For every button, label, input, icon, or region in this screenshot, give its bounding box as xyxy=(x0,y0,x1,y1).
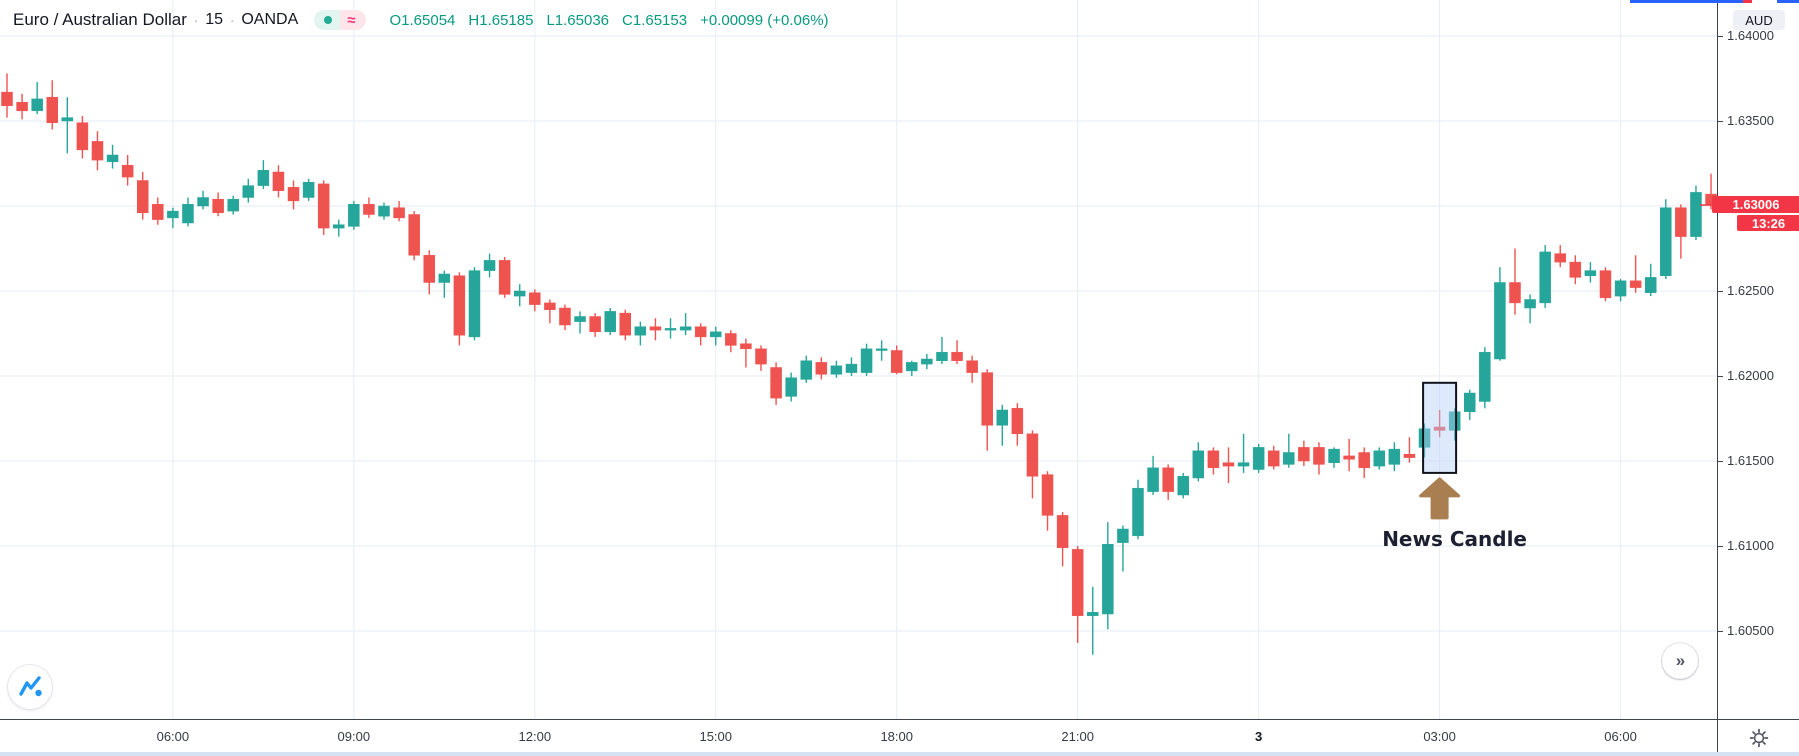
price-tick-mark xyxy=(1718,290,1723,292)
bottom-edge-strip xyxy=(0,752,1799,756)
price-tick-label: 1.62500 xyxy=(1727,283,1774,298)
price-tick-mark xyxy=(1718,630,1723,632)
time-tick-label: 15:00 xyxy=(699,729,733,744)
change-value: +0.00099 (+0.06%) xyxy=(700,11,829,29)
ohlc-readout: O1.65054 H1.65185 L1.65036 C1.65153 +0.0… xyxy=(390,12,829,29)
time-tick-label: 09:00 xyxy=(337,729,371,744)
market-status-pill[interactable]: ≈ xyxy=(314,10,366,30)
delayed-data-icon: ≈ xyxy=(340,10,366,30)
legend-separator: · xyxy=(230,12,235,28)
price-tick-label: 1.62000 xyxy=(1727,368,1774,383)
tradingview-logo[interactable] xyxy=(8,665,52,709)
price-tick-mark xyxy=(1718,460,1723,462)
top-edge-strip-blue xyxy=(1630,0,1743,3)
close-value: C1.65153 xyxy=(622,11,688,29)
news-candle-highlight-box xyxy=(1422,381,1458,474)
chart-legend: Euro / Australian Dollar · 15 · OANDA ≈ … xyxy=(13,7,829,33)
time-tick-label: 3 xyxy=(1255,729,1263,744)
time-tick-label: 18:00 xyxy=(880,729,913,744)
gear-icon[interactable] xyxy=(1749,728,1769,748)
chevron-double-right-icon: » xyxy=(1675,651,1686,670)
scroll-to-realtime-button[interactable]: » xyxy=(1662,643,1698,679)
time-axis[interactable]: 06:00 09:00 12:00 15:00 18:00 21:00 3 03:00 06:0… xyxy=(0,719,1717,756)
chart-canvas[interactable] xyxy=(0,0,1717,719)
high-value: H1.65185 xyxy=(468,11,534,29)
live-data-icon xyxy=(314,10,341,30)
price-tick-label: 1.60500 xyxy=(1727,623,1774,638)
top-edge-strip-red xyxy=(1743,0,1752,3)
symbol-title[interactable]: Euro / Australian Dollar xyxy=(13,10,187,29)
price-tick-mark xyxy=(1718,120,1723,122)
currency-badge[interactable]: AUD xyxy=(1733,10,1785,30)
interval-label[interactable]: 15 xyxy=(205,11,224,28)
candle-countdown-badge: 13:26 xyxy=(1737,215,1799,232)
exchange-label[interactable]: OANDA xyxy=(241,11,299,28)
logo-mountain-icon xyxy=(19,676,42,697)
time-tick-label: 06:00 xyxy=(156,729,190,744)
open-value: O1.65054 xyxy=(389,11,456,29)
low-value: L1.65036 xyxy=(546,11,610,29)
legend-separator: · xyxy=(193,12,199,28)
last-price-badge: 1.63006 xyxy=(1712,196,1799,214)
top-edge-strip-blue2 xyxy=(1777,0,1799,3)
price-tick-mark xyxy=(1718,35,1723,37)
price-tick-mark xyxy=(1718,545,1723,547)
time-tick-label: 03:00 xyxy=(1423,729,1456,744)
price-tick-label: 1.61000 xyxy=(1727,538,1774,553)
axis-settings-cell xyxy=(1717,719,1799,756)
price-tick-mark xyxy=(1718,375,1723,377)
price-tick-label: 1.63500 xyxy=(1727,113,1774,128)
time-tick-label: 12:00 xyxy=(518,729,552,744)
price-tick-label: 1.61500 xyxy=(1727,453,1774,468)
price-axis[interactable]: AUD 1.64000 1.63500 1.62500 1.62000 1.61500 1… xyxy=(1712,0,1799,719)
news-candle-annotation-label: News Candle xyxy=(1382,526,1527,551)
price-tick-label: 1.64000 xyxy=(1727,28,1774,43)
news-candle-arrow-icon xyxy=(1419,477,1461,520)
time-tick-label: 21:00 xyxy=(1061,729,1094,744)
time-tick-label: 06:00 xyxy=(1604,729,1637,744)
